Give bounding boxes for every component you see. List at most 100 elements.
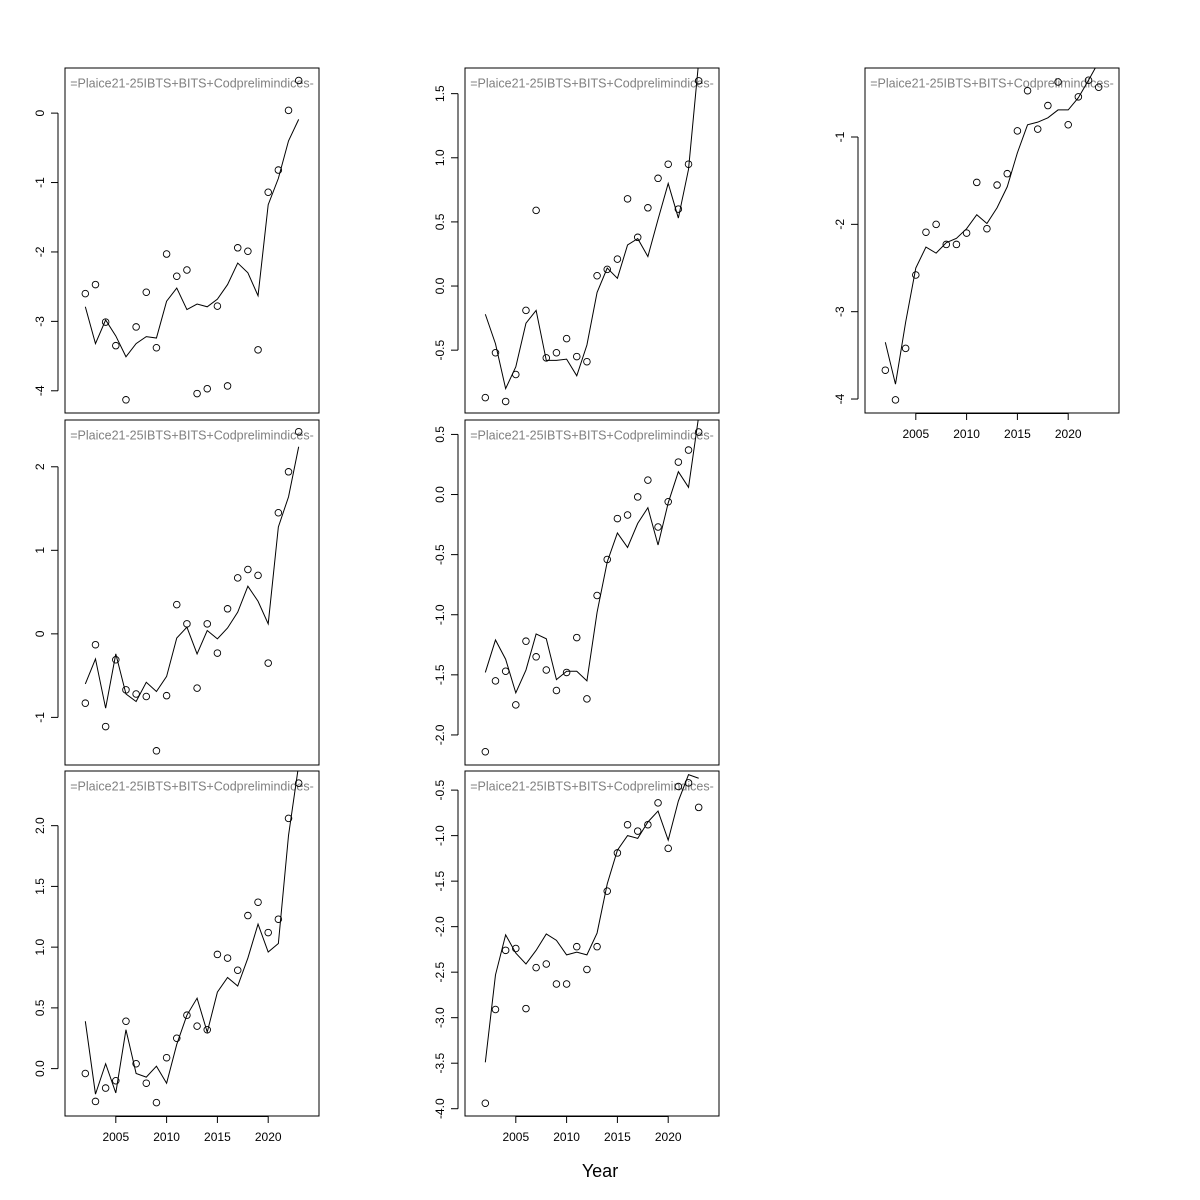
observed-point <box>284 468 293 476</box>
panel-frame <box>64 67 320 414</box>
observed-point <box>213 302 222 310</box>
observed-point <box>142 288 151 296</box>
observed-point <box>562 980 571 988</box>
y-tick-label: -1.0 <box>433 825 447 846</box>
observed-point <box>173 600 181 609</box>
fitted-line <box>484 68 699 391</box>
observed-point <box>583 357 591 366</box>
observed-point <box>664 844 672 853</box>
y-tick-label: -1.5 <box>433 664 447 685</box>
x-tick-label: 2005 <box>502 1130 529 1144</box>
observed-point <box>264 188 272 197</box>
observed-point <box>254 346 262 354</box>
y-tick-label: 0.0 <box>433 277 447 294</box>
y-tick-label: -4 <box>33 385 47 396</box>
fitted-line <box>84 446 300 709</box>
panel-title: =Plaice21-25IBTS+BITS+Codprelimindices- <box>70 76 314 90</box>
observed-point <box>81 1069 90 1078</box>
observed-point <box>112 341 120 350</box>
observed-point <box>583 965 591 974</box>
observed-point <box>152 343 161 352</box>
observed-point <box>633 233 642 242</box>
panel: =Plaice21-25IBTS+BITS+Codprelimindices- <box>70 771 314 1107</box>
fitted-line <box>884 68 1096 385</box>
observed-point <box>512 944 520 953</box>
y-tick-label: 0.5 <box>33 999 47 1016</box>
observed-point <box>244 911 252 920</box>
observed-point <box>223 605 232 613</box>
fitted-line <box>484 420 699 695</box>
observed-point <box>1064 121 1072 129</box>
observed-point <box>173 1034 181 1043</box>
observed-point <box>684 446 693 454</box>
observed-point <box>664 160 672 168</box>
y-tick-label: 1.0 <box>433 149 447 166</box>
observed-point <box>122 1017 130 1025</box>
observed-point <box>193 1022 201 1030</box>
observed-point <box>81 699 90 707</box>
observed-point <box>244 565 252 574</box>
observed-point <box>264 659 272 667</box>
y-tick-label: -3 <box>833 306 847 317</box>
observed-point <box>1074 93 1083 101</box>
observed-point <box>91 1097 100 1106</box>
x-tick-label: 2005 <box>902 427 929 441</box>
observed-point <box>142 1079 151 1087</box>
observed-point <box>542 354 551 362</box>
x-tick-label: 2015 <box>204 1130 231 1144</box>
x-tick-label: 2015 <box>1004 427 1031 441</box>
observed-point <box>501 946 510 955</box>
observed-point <box>233 574 242 582</box>
observed-point <box>152 747 161 755</box>
y-tick-label: -3 <box>33 316 47 327</box>
fitted-line <box>484 774 699 1063</box>
observed-point <box>1003 169 1011 178</box>
observed-point <box>532 653 540 661</box>
y-tick-label: 0.5 <box>433 426 447 443</box>
observed-point <box>522 306 530 315</box>
panel-title: =Plaice21-25IBTS+BITS+Codprelimindices- <box>70 779 314 793</box>
y-tick-label: 1.5 <box>33 878 47 895</box>
panel-frame <box>464 67 720 414</box>
observed-point <box>613 255 622 263</box>
observed-point <box>162 250 171 258</box>
y-tick-label: -3.5 <box>433 1053 447 1074</box>
panel: =Plaice21-25IBTS+BITS+Codprelimindices- <box>470 68 714 406</box>
observed-point <box>501 397 510 406</box>
y-tick-label: 0.0 <box>433 486 447 503</box>
observed-point <box>203 620 211 628</box>
observed-point <box>583 695 591 703</box>
observed-point <box>881 366 890 374</box>
observed-point <box>623 820 632 829</box>
observed-point <box>223 382 232 390</box>
observed-point <box>213 649 222 657</box>
observed-point <box>244 247 252 256</box>
y-tick-label: -0.5 <box>433 779 447 800</box>
y-tick-label: 2.0 <box>33 817 47 834</box>
observed-point <box>491 677 500 685</box>
observed-point <box>644 204 652 212</box>
y-tick-label: -2 <box>833 219 847 230</box>
panel: =Plaice21-25IBTS+BITS+Codprelimindices- <box>870 68 1114 404</box>
panel-title: =Plaice21-25IBTS+BITS+Codprelimindices- <box>70 428 314 442</box>
observed-point <box>613 514 622 523</box>
panel: =Plaice21-25IBTS+BITS+Codprelimindices- <box>470 774 714 1108</box>
observed-point <box>603 265 611 274</box>
observed-point <box>264 928 272 937</box>
observed-point <box>891 396 900 404</box>
observed-point <box>654 523 662 531</box>
observed-point <box>623 511 632 519</box>
observed-point <box>633 827 642 835</box>
observed-point <box>542 960 551 968</box>
observed-point <box>491 1005 500 1014</box>
observed-point <box>522 1004 530 1013</box>
observed-point <box>274 166 283 174</box>
panel-frame <box>464 419 720 766</box>
observed-point <box>674 458 683 466</box>
panel-title: =Plaice21-25IBTS+BITS+Codprelimindices- <box>870 76 1114 90</box>
x-tick-label: 2010 <box>553 1130 580 1144</box>
observed-point <box>603 887 611 895</box>
y-tick-label: -0.5 <box>433 544 447 565</box>
x-tick-label: 2010 <box>153 1130 180 1144</box>
